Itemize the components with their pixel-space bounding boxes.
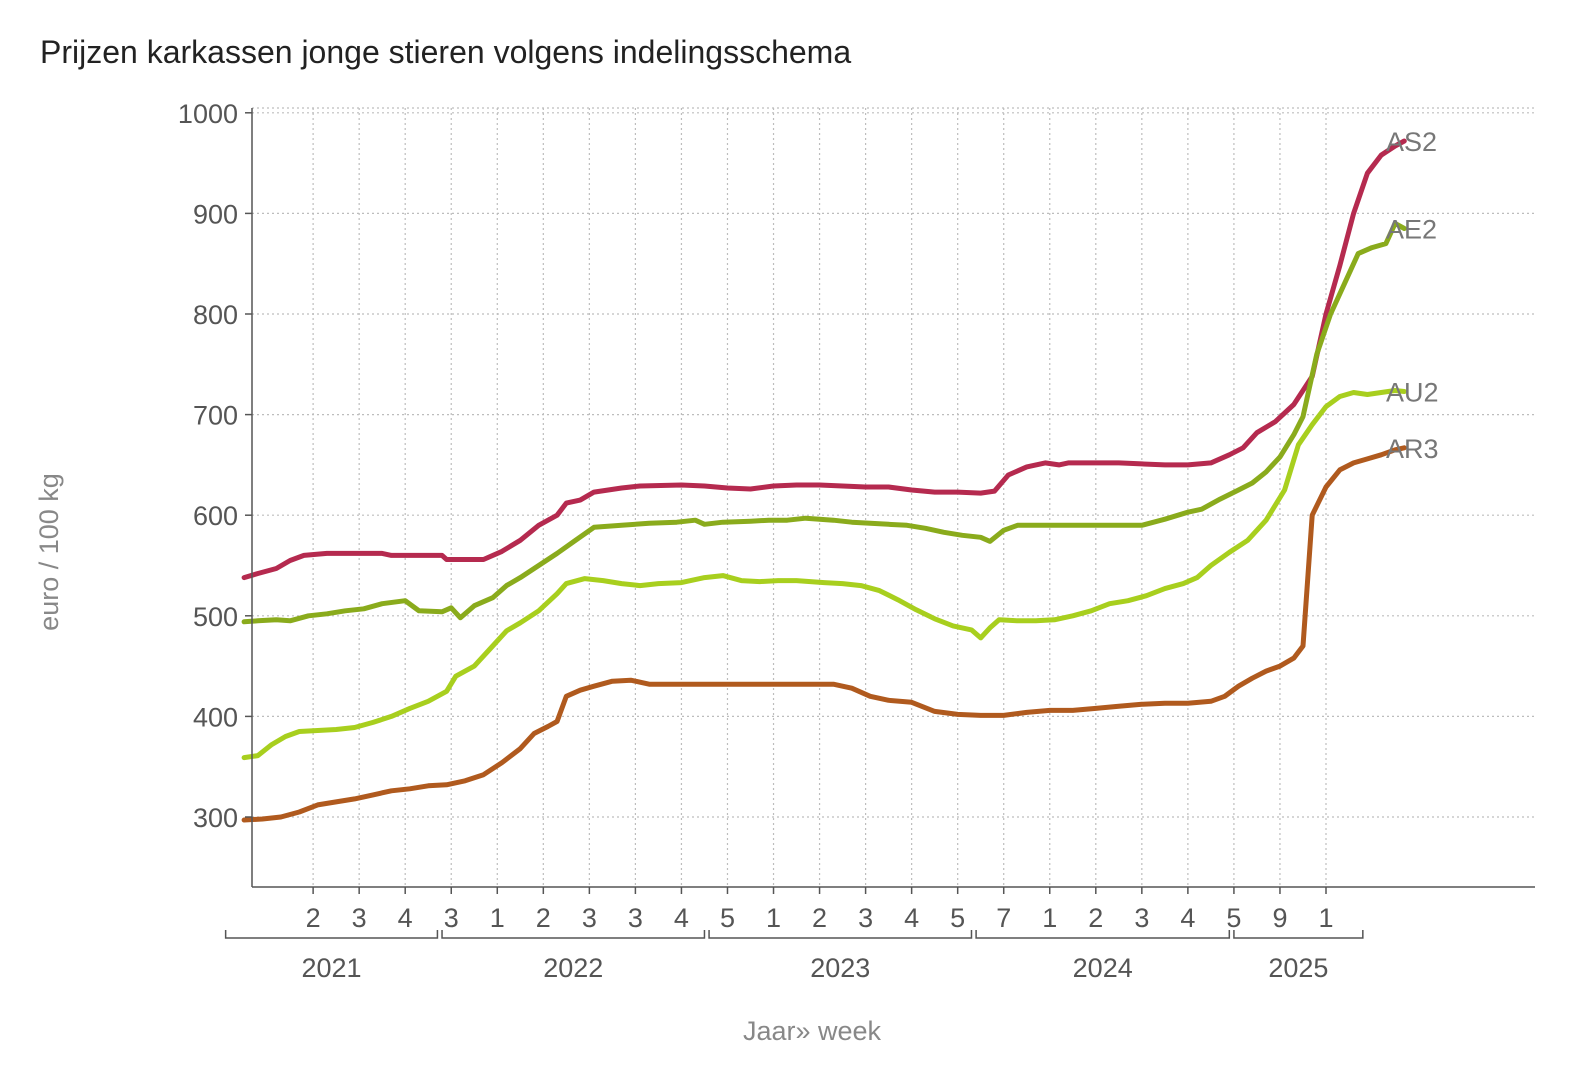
- x-tick-label: 9: [1272, 903, 1287, 933]
- x-tick-label: 4: [398, 903, 413, 933]
- series-lines: [241, 138, 1407, 823]
- x-tick-label: 3: [628, 903, 643, 933]
- series-end-labels: AS2 AE2 AU2 AR3: [1386, 127, 1439, 464]
- y-tick-label: 900: [193, 199, 238, 229]
- x-tick-label: 4: [674, 903, 689, 933]
- year-label: 2021: [301, 953, 361, 983]
- series-label-ae2: AE2: [1386, 214, 1437, 244]
- x-tick-label: 2: [812, 903, 827, 933]
- x-axis-title: Jaar» week: [743, 1016, 882, 1046]
- x-tick-label: 1: [1318, 903, 1333, 933]
- year-bracket: [441, 930, 706, 939]
- year-bracket: [224, 930, 439, 939]
- year-label: 2023: [810, 953, 870, 983]
- series-label-ar3: AR3: [1386, 434, 1439, 464]
- x-tick-label: 2: [536, 903, 551, 933]
- year-bracket: [975, 930, 1231, 939]
- y-tick-label: 400: [193, 702, 238, 732]
- x-tick-label: 2: [1088, 903, 1103, 933]
- series-line-ar3: [241, 445, 1407, 823]
- year-label: 2022: [543, 953, 603, 983]
- x-tick-label: 2: [306, 903, 321, 933]
- y-axis-title: euro / 100 kg: [34, 473, 64, 631]
- x-tick-label: 5: [720, 903, 735, 933]
- year-bracket: [708, 930, 973, 939]
- y-tick-label: 800: [193, 300, 238, 330]
- chart-title: Prijzen karkassen jonge stieren volgens …: [40, 34, 852, 70]
- x-tick-label: 4: [1180, 903, 1195, 933]
- x-tick-label: 1: [1042, 903, 1057, 933]
- x-tick-label: 1: [490, 903, 505, 933]
- series-label-au2: AU2: [1386, 377, 1439, 407]
- x-tick-label: 1: [766, 903, 781, 933]
- x-tick-label: 3: [858, 903, 873, 933]
- x-tick-label: 5: [950, 903, 965, 933]
- x-tick-label: 3: [444, 903, 459, 933]
- y-tick-label: 600: [193, 501, 238, 531]
- grid: [252, 107, 1535, 887]
- x-tick-label: 7: [996, 903, 1011, 933]
- y-tick-label: 500: [193, 602, 238, 632]
- y-tick-label: 300: [193, 803, 238, 833]
- x-tick-label: 5: [1226, 903, 1241, 933]
- year-bracket: [1233, 930, 1364, 939]
- series-line-au2: [241, 388, 1407, 761]
- year-label: 2025: [1268, 953, 1328, 983]
- series-label-as2: AS2: [1386, 127, 1437, 157]
- series-line-as2: [241, 138, 1407, 581]
- x-tick-label: 3: [582, 903, 597, 933]
- x-tick-label: 3: [352, 903, 367, 933]
- y-tick-label: 1000: [178, 99, 238, 129]
- series-line-ae2: [241, 221, 1407, 625]
- axes: 300 400 500 600 700 800 900 1000 2 3 4 3 1 2 3 3 4 5 1 2 3 4 5…: [178, 99, 1535, 983]
- x-tick-label: 3: [1134, 903, 1149, 933]
- year-label: 2024: [1073, 953, 1133, 983]
- y-tick-label: 700: [193, 401, 238, 431]
- x-tick-label: 4: [904, 903, 919, 933]
